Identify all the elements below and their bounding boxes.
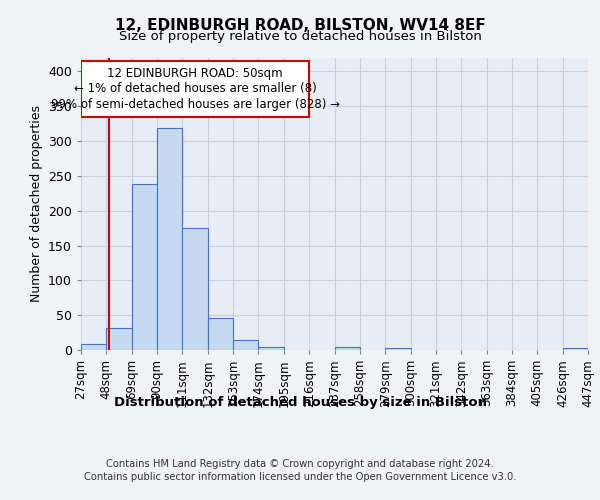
Bar — [385, 348, 410, 350]
Text: Size of property relative to detached houses in Bilston: Size of property relative to detached ho… — [119, 30, 481, 43]
Text: ← 1% of detached houses are smaller (8): ← 1% of detached houses are smaller (8) — [74, 82, 316, 96]
Bar — [335, 346, 360, 350]
Bar — [132, 184, 157, 350]
Bar — [259, 346, 284, 350]
FancyBboxPatch shape — [81, 61, 309, 116]
Text: Contains public sector information licensed under the Open Government Licence v3: Contains public sector information licen… — [84, 472, 516, 482]
Bar — [106, 328, 132, 350]
Text: 12 EDINBURGH ROAD: 50sqm: 12 EDINBURGH ROAD: 50sqm — [107, 66, 283, 80]
Text: Contains HM Land Registry data © Crown copyright and database right 2024.: Contains HM Land Registry data © Crown c… — [106, 459, 494, 469]
Bar — [233, 340, 259, 350]
Y-axis label: Number of detached properties: Number of detached properties — [29, 106, 43, 302]
Text: 99% of semi-detached houses are larger (828) →: 99% of semi-detached houses are larger (… — [50, 98, 340, 111]
Bar — [182, 228, 208, 350]
Text: Distribution of detached houses by size in Bilston: Distribution of detached houses by size … — [113, 396, 487, 409]
Bar — [563, 348, 588, 350]
Bar — [208, 318, 233, 350]
Text: 12, EDINBURGH ROAD, BILSTON, WV14 8EF: 12, EDINBURGH ROAD, BILSTON, WV14 8EF — [115, 18, 485, 32]
Bar — [157, 128, 182, 350]
Bar — [81, 344, 106, 350]
